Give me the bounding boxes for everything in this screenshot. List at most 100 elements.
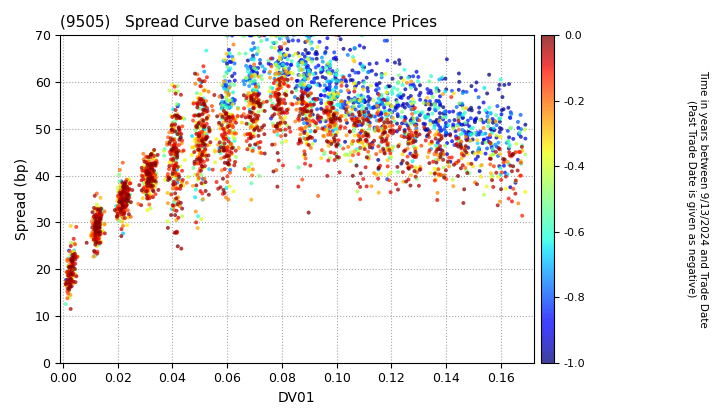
Point: [300, 101, 312, 108]
Point: [253, 32, 265, 39]
Point: [351, 162, 362, 169]
Point: [143, 167, 154, 174]
Point: [330, 78, 342, 84]
Point: [170, 229, 181, 236]
Point: [282, 56, 293, 63]
Point: [168, 151, 180, 158]
Point: [246, 180, 257, 186]
Point: [115, 233, 127, 239]
Point: [196, 79, 207, 86]
Point: [213, 119, 225, 126]
Point: [406, 129, 418, 136]
Point: [353, 109, 364, 116]
Point: [189, 70, 201, 77]
Point: [138, 168, 150, 174]
Point: [145, 163, 156, 169]
Point: [143, 179, 154, 186]
Point: [226, 130, 238, 136]
Point: [168, 178, 180, 185]
Point: [357, 62, 369, 69]
Point: [357, 66, 369, 73]
Point: [275, 114, 287, 121]
Point: [359, 143, 370, 150]
Point: [357, 176, 369, 182]
Point: [393, 102, 405, 109]
Point: [147, 171, 158, 177]
Point: [274, 123, 285, 129]
Point: [474, 163, 486, 169]
Point: [405, 119, 417, 126]
Point: [142, 176, 153, 183]
Point: [467, 163, 479, 170]
Point: [431, 88, 442, 95]
Point: [454, 121, 465, 128]
Point: [202, 105, 213, 112]
Point: [152, 152, 163, 158]
Point: [284, 69, 296, 76]
Point: [460, 134, 472, 140]
Point: [377, 123, 388, 130]
Point: [116, 178, 127, 185]
Point: [299, 151, 310, 158]
Point: [143, 201, 155, 208]
Point: [302, 87, 313, 94]
Point: [395, 123, 406, 130]
Point: [462, 150, 473, 157]
Point: [221, 115, 233, 121]
Point: [364, 60, 375, 67]
Point: [117, 211, 128, 218]
Point: [278, 97, 289, 103]
Point: [274, 92, 285, 99]
Point: [505, 153, 517, 160]
Point: [349, 116, 361, 123]
Point: [253, 132, 264, 139]
Point: [143, 169, 154, 176]
Point: [246, 90, 257, 97]
Point: [247, 80, 258, 87]
Point: [430, 118, 441, 125]
Point: [302, 32, 313, 39]
Point: [305, 128, 317, 134]
Point: [298, 57, 310, 64]
Point: [475, 150, 487, 156]
Point: [221, 87, 233, 94]
Point: [382, 142, 393, 148]
Point: [408, 133, 419, 139]
Point: [223, 120, 235, 127]
Point: [115, 191, 127, 198]
Point: [171, 154, 183, 161]
Point: [125, 180, 136, 187]
Point: [139, 158, 150, 165]
Point: [190, 127, 202, 134]
Point: [500, 185, 512, 192]
Point: [380, 84, 392, 91]
Point: [137, 168, 148, 174]
Point: [120, 191, 132, 197]
Point: [410, 134, 421, 141]
Point: [115, 207, 127, 214]
Point: [343, 72, 355, 79]
Point: [296, 67, 307, 74]
Point: [194, 134, 206, 141]
Point: [94, 221, 106, 228]
Point: [410, 165, 422, 172]
Point: [266, 102, 278, 109]
Point: [146, 177, 158, 184]
Point: [171, 170, 182, 177]
Point: [384, 155, 395, 161]
Point: [199, 123, 210, 130]
Point: [163, 129, 175, 136]
Point: [300, 123, 312, 130]
Point: [487, 146, 498, 152]
Point: [86, 209, 98, 215]
Point: [495, 134, 506, 140]
Point: [302, 69, 314, 76]
Point: [89, 231, 100, 238]
Point: [65, 243, 76, 249]
Point: [189, 160, 200, 167]
Point: [323, 62, 335, 69]
Point: [491, 132, 503, 139]
Point: [280, 68, 292, 75]
Point: [495, 171, 506, 178]
Point: [68, 240, 80, 247]
